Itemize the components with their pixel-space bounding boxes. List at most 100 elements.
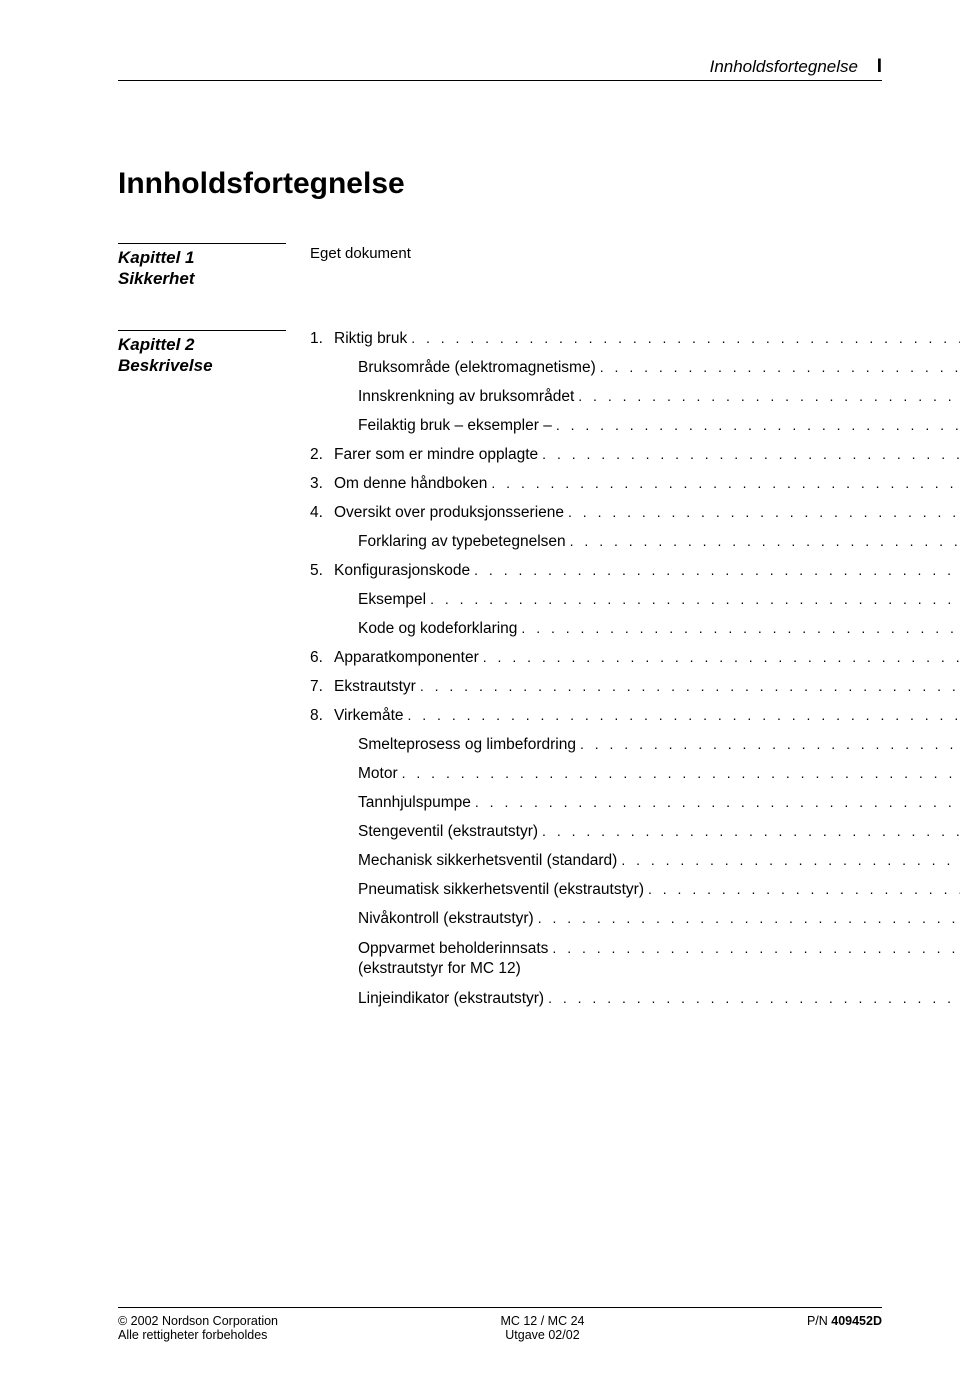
toc-leader-dots: . . . . . . . . . . . . . . . . . . . . … [426,591,960,607]
toc-leader-dots: . . . . . . . . . . . . . . . . . . . . … [416,678,960,694]
footer-left: © 2002 Nordson Corporation Alle rettighe… [118,1314,278,1342]
toc-entry-number: 4. [310,504,334,522]
part-number: 409452D [831,1314,882,1328]
toc-entry: 5.Konfigurasjonskode. . . . . . . . . . … [310,562,960,580]
toc-entry: Pneumatisk sikkerhetsventil (ekstrautsty… [310,881,960,899]
toc-entry-label: Linjeindikator (ekstrautstyr) [358,990,544,1008]
toc-entry-number: 3. [310,475,334,493]
chapter-1-number: Kapittel 1 [118,247,310,268]
toc-entry-number: 1. [310,330,334,348]
page: Innholdsfortegnelse I Innholdsfortegnels… [0,0,960,1304]
toc-entry: Stengeventil (ekstrautstyr). . . . . . .… [310,823,960,841]
running-header: Innholdsfortegnelse I [118,56,882,78]
toc-leader-dots: . . . . . . . . . . . . . . . . . . . . … [566,533,960,549]
toc-entry-label: Apparatkomponenter [334,649,479,667]
toc-entry-label: Pneumatisk sikkerhetsventil (ekstrautsty… [358,881,644,899]
page-number: I [877,56,882,77]
chapter-2-row: Kapittel 2 Beskrivelse 1.Riktig bruk. . … [118,330,882,1019]
chapter-1-heading: Kapittel 1 Sikkerhet [118,243,310,290]
toc-entry-label: Kode og kodeforklaring [358,620,517,638]
running-title: Innholdsfortegnelse [710,57,858,76]
toc-entry: 2.Farer som er mindre opplagte. . . . . … [310,446,960,464]
toc-entry: Linjeindikator (ekstrautstyr). . . . . .… [310,990,960,1008]
toc-entry-number: 7. [310,678,334,696]
toc-entry-label: Feilaktig bruk – eksempler – [358,417,552,435]
toc-entry-label: Innskrenkning av bruksområdet [358,388,574,406]
toc-entry-label: Oppvarmet beholderinnsats(ekstrautstyr f… [358,939,548,979]
toc-leader-dots: . . . . . . . . . . . . . . . . . . . . … [470,562,960,578]
header-rule [118,80,882,81]
toc-leader-dots: . . . . . . . . . . . . . . . . . . . . … [538,446,960,462]
toc-entry-label: Smelteprosess og limbefordring [358,736,576,754]
toc-leader-dots: . . . . . . . . . . . . . . . . . . . . … [487,475,960,491]
toc-entry-label: Tannhjulspumpe [358,794,471,812]
rights-reserved: Alle rettigheter forbeholdes [118,1328,278,1342]
toc-leader-dots: . . . . . . . . . . . . . . . . . . . . … [404,707,960,723]
toc-leader-dots: . . . . . . . . . . . . . . . . . . . . … [617,852,960,868]
edition: Utgave 02/02 [500,1328,584,1342]
footer: © 2002 Nordson Corporation Alle rettighe… [0,1307,960,1384]
toc-entry-label: Motor [358,765,398,783]
footer-rule [118,1307,882,1308]
toc-entry: Motor. . . . . . . . . . . . . . . . . .… [310,765,960,783]
toc-entry: 1.Riktig bruk. . . . . . . . . . . . . .… [310,330,960,348]
toc-leader-dots: . . . . . . . . . . . . . . . . . . . . … [517,620,960,636]
toc-entry-label: Eksempel [358,591,426,609]
toc-leader-dots: . . . . . . . . . . . . . . . . . . . . … [538,823,960,839]
toc-list: 1.Riktig bruk. . . . . . . . . . . . . .… [310,330,960,1019]
toc-entry: 3.Om denne håndboken. . . . . . . . . . … [310,475,960,493]
toc-entry-label: Om denne håndboken [334,475,487,493]
toc-leader-dots: . . . . . . . . . . . . . . . . . . . . … [544,990,960,1006]
footer-right: P/N 409452D [807,1314,882,1328]
toc-entry-number: 5. [310,562,334,580]
toc-entry: Feilaktig bruk – eksempler –. . . . . . … [310,417,960,435]
pn-prefix: P/N [807,1314,831,1328]
toc-entry: 4.Oversikt over produksjonsseriene. . . … [310,504,960,522]
toc-leader-dots: . . . . . . . . . . . . . . . . . . . . … [407,330,960,346]
toc-entry-number: 8. [310,707,334,725]
product-model: MC 12 / MC 24 [500,1314,584,1328]
toc-entry-label: Farer som er mindre opplagte [334,446,538,464]
footer-center: MC 12 / MC 24 Utgave 02/02 [500,1314,584,1342]
toc-entry-label: Bruksområde (elektromagnetisme) [358,359,596,377]
toc-entry-number: 2. [310,446,334,464]
toc-entry: Forklaring av typebetegnelsen. . . . . .… [310,533,960,551]
toc-entry: 8.Virkemåte. . . . . . . . . . . . . . .… [310,707,960,725]
toc-entry: Oppvarmet beholderinnsats(ekstrautstyr f… [310,939,960,979]
toc-leader-dots: . . . . . . . . . . . . . . . . . . . . … [534,910,960,926]
toc-entry: Innskrenkning av bruksområdet. . . . . .… [310,388,960,406]
toc-entry: Tannhjulspumpe. . . . . . . . . . . . . … [310,794,960,812]
toc-entry-label: Oversikt over produksjonsseriene [334,504,564,522]
toc-entry: Smelteprosess og limbefordring. . . . . … [310,736,960,754]
toc-entry: 6.Apparatkomponenter. . . . . . . . . . … [310,649,960,667]
chapter-2-title: Beskrivelse [118,355,310,376]
toc-leader-dots: . . . . . . . . . . . . . . . . . . . . … [471,794,960,810]
toc-entry: Nivåkontroll (ekstrautstyr). . . . . . .… [310,910,960,928]
toc-entry-label: Mechanisk sikkerhetsventil (standard) [358,852,617,870]
copyright: © 2002 Nordson Corporation [118,1314,278,1328]
toc-leader-dots: . . . . . . . . . . . . . . . . . . . . … [564,504,960,520]
chapter-1-content: Eget dokument [310,243,882,262]
toc-leader-dots: . . . . . . . . . . . . . . . . . . . . … [574,388,960,404]
toc-leader-dots: . . . . . . . . . . . . . . . . . . . . … [644,881,960,897]
toc-leader-dots: . . . . . . . . . . . . . . . . . . . . … [596,359,960,375]
toc-leader-dots: . . . . . . . . . . . . . . . . . . . . … [398,765,960,781]
toc-entry-label: Virkemåte [334,707,404,725]
toc-entry: Bruksområde (elektromagnetisme). . . . .… [310,359,960,377]
toc-entry-label: Nivåkontroll (ekstrautstyr) [358,910,534,928]
chapter-1-row: Kapittel 1 Sikkerhet Eget dokument [118,243,882,290]
toc-entry-label: Stengeventil (ekstrautstyr) [358,823,538,841]
toc-entry: Kode og kodeforklaring. . . . . . . . . … [310,620,960,638]
toc-entry: 7.Ekstrautstyr. . . . . . . . . . . . . … [310,678,960,696]
toc-entry-label: Forklaring av typebetegnelsen [358,533,566,551]
toc-entry-label: Konfigurasjonskode [334,562,470,580]
document-title: Innholdsfortegnelse [118,167,882,201]
chapter-2-number: Kapittel 2 [118,334,310,355]
chapter-1-title: Sikkerhet [118,268,310,289]
toc-entry-label: Riktig bruk [334,330,407,348]
chapter-rule [118,330,286,331]
toc-leader-dots: . . . . . . . . . . . . . . . . . . . . … [552,417,960,433]
toc-leader-dots: . . . . . . . . . . . . . . . . . . . . … [576,736,960,752]
toc-entry-number: 6. [310,649,334,667]
toc-leader-dots: . . . . . . . . . . . . . . . . . . . . … [548,940,960,956]
